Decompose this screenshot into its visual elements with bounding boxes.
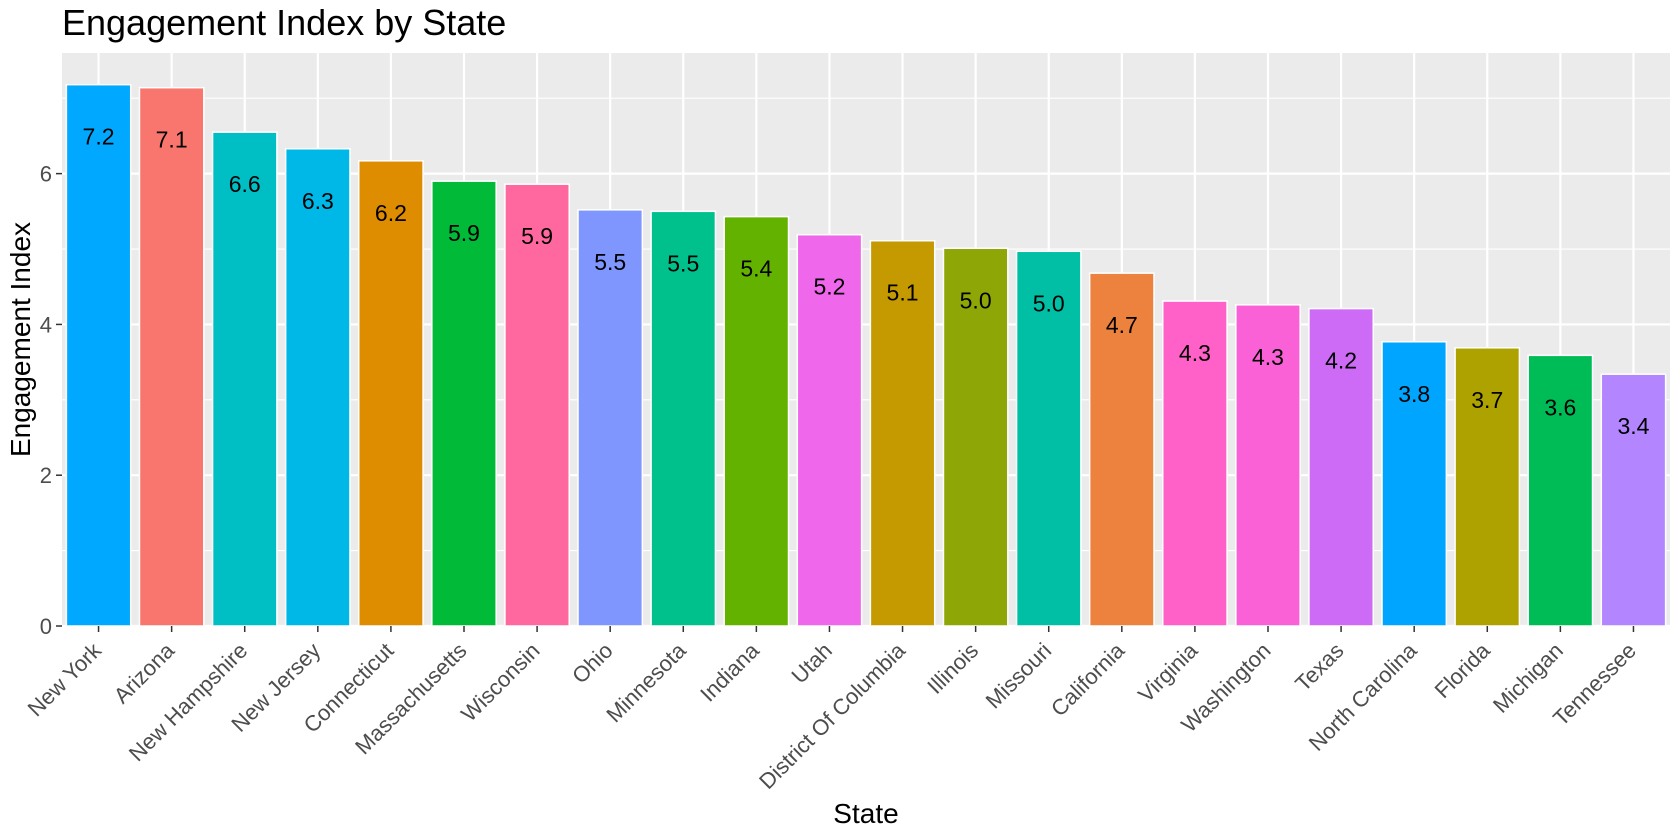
bar-washington[interactable] [1235, 304, 1301, 627]
x-tick-label: Virginia [1133, 637, 1203, 707]
bar-new-york[interactable] [65, 83, 132, 627]
bar-value-label: 7.2 [83, 124, 115, 150]
bar-value-label: 5.1 [887, 280, 919, 306]
bar-value-label: 4.3 [1179, 340, 1211, 366]
x-tick-label: California [1046, 637, 1130, 721]
bar-value-label: 5.0 [1033, 290, 1065, 316]
bar-value-label: 3.7 [1471, 387, 1503, 413]
chart-title: Engagement Index by State [62, 2, 507, 43]
x-tick-label: Wisconsin [456, 638, 545, 727]
bar-value-label: 4.7 [1106, 312, 1138, 338]
bar-michigan[interactable] [1527, 354, 1594, 627]
x-tick-label: Utah [786, 638, 837, 689]
bar-value-label: 5.9 [521, 223, 553, 249]
bar-arizona[interactable] [138, 86, 205, 627]
y-axis-title: Engagement Index [5, 222, 36, 457]
bar-illinois[interactable] [942, 247, 1009, 627]
bar-value-label: 7.1 [156, 127, 188, 153]
bar-value-label: 5.9 [448, 220, 480, 246]
x-tick-label: Indiana [695, 637, 764, 706]
y-tick-label: 0 [40, 614, 52, 639]
x-tick-label: Minnesota [601, 637, 691, 727]
x-tick-label: Illinois [922, 638, 983, 699]
bar-florida[interactable] [1454, 347, 1521, 627]
y-tick-label: 4 [40, 312, 52, 337]
x-tick-label: Ohio [567, 638, 618, 689]
bar-value-label: 5.5 [594, 249, 626, 275]
x-tick-label: Texas [1290, 638, 1348, 696]
bar-wisconsin[interactable] [504, 183, 571, 627]
bar-value-label: 5.5 [667, 250, 699, 276]
bar-indiana[interactable] [723, 215, 790, 627]
x-axis-title: State [833, 798, 898, 829]
bar-value-label: 4.2 [1325, 348, 1357, 374]
y-tick-label: 2 [40, 463, 52, 488]
bar-minnesota[interactable] [650, 210, 717, 627]
x-tick-label: District Of Columbia [754, 637, 911, 794]
x-tick-label: Florida [1430, 637, 1496, 703]
bar-value-label: 3.8 [1398, 381, 1430, 407]
x-tick-label: New York [23, 637, 107, 721]
bar-utah[interactable] [796, 233, 863, 627]
bar-value-label: 6.3 [302, 188, 334, 214]
bar-value-label: 6.2 [375, 200, 407, 226]
bar-california[interactable] [1088, 272, 1155, 627]
x-tick-label: Missouri [981, 638, 1057, 714]
bar-new-jersey[interactable] [284, 148, 351, 627]
bar-value-label: 5.4 [740, 256, 772, 282]
bar-tennessee[interactable] [1600, 373, 1667, 627]
bar-connecticut[interactable] [357, 160, 424, 627]
y-tick-label: 6 [40, 162, 52, 187]
bar-virginia[interactable] [1161, 300, 1228, 627]
bar-value-label: 4.3 [1252, 344, 1284, 370]
bar-value-label: 3.6 [1544, 394, 1576, 420]
bar-ohio[interactable] [577, 209, 644, 627]
bar-district-of-columbia[interactable] [869, 239, 936, 627]
bar-massachusetts[interactable] [431, 180, 497, 627]
bar-value-label: 5.0 [960, 287, 992, 313]
x-tick-label: Arizona [109, 637, 180, 708]
bar-value-label: 3.4 [1617, 413, 1649, 439]
bar-new-hampshire[interactable] [211, 131, 278, 627]
bar-north-carolina[interactable] [1381, 341, 1448, 627]
bar-missouri[interactable] [1015, 250, 1082, 627]
bar-value-label: 5.2 [813, 274, 845, 300]
bar-value-label: 6.6 [229, 171, 261, 197]
